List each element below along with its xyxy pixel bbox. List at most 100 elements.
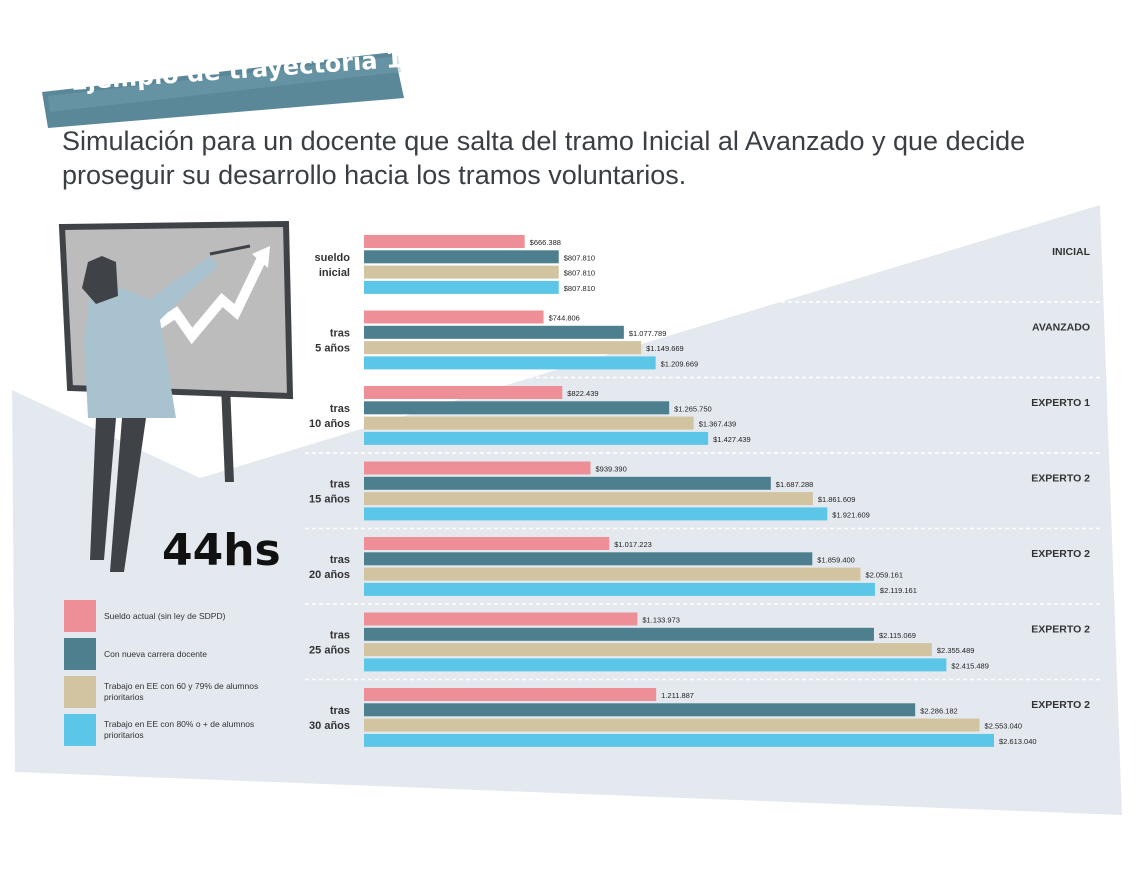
data-label: $2.059.161 [865,571,903,580]
bar [364,416,694,430]
data-label: $2.613.040 [999,737,1037,746]
tramo-label: EXPERTO 2 [1031,473,1090,485]
data-label: $666.388 [530,238,561,247]
bar [364,386,563,399]
bar [364,250,559,264]
data-label: $2.553.040 [985,722,1023,731]
bar [364,688,657,701]
legend-label: Sueldo actual (sin ley de SDPD) [104,610,226,621]
whiteboard-leg [221,385,234,482]
legend-swatch [64,600,96,632]
data-label: $2.119.161 [880,586,917,595]
bar [364,612,638,626]
bar [364,733,994,747]
bar [364,703,916,717]
teacher-hair [82,256,118,304]
bar [364,658,947,672]
bar [364,280,559,294]
bar [364,507,828,521]
bar [364,431,709,445]
pointer [209,244,251,256]
bar [364,567,861,581]
data-label: $2.115.069 [879,631,916,640]
tramo-label: EXPERTO 2 [1031,548,1090,560]
tramo-label: EXPERTO 1 [1031,397,1090,409]
teacher-leg-right [110,418,146,572]
title-banner [42,52,404,128]
bar [364,265,559,279]
data-label: $1.859.400 [817,555,855,564]
category-label: 15 años [309,494,350,506]
category-label: tras [330,479,350,491]
legend-item: Trabajo en EE con 80% o + de alumnos pri… [64,712,274,749]
data-label: $1.687.288 [776,480,814,489]
category-label: tras [330,328,350,340]
legend-label: Trabajo en EE con 80% o + de alumnos pri… [104,719,255,740]
bar [364,325,624,339]
legend-label: Trabajo en EE con 60 y 79% de alumnos pr… [104,681,259,702]
data-label: $1.209.669 [661,359,699,368]
data-label: $822.439 [567,389,598,398]
data-label: $807.810 [564,269,595,278]
legend-swatch [64,714,96,746]
bar [364,401,670,415]
bar [364,582,875,596]
legend-item: Con nueva carrera docente [64,636,274,673]
data-label: $939.390 [595,465,626,474]
bar [364,492,813,506]
data-label: $2.355.489 [937,646,975,655]
data-label: $807.810 [564,253,595,262]
teacher-arm [150,256,218,316]
data-label: $1.149.669 [646,344,684,353]
bar [364,310,544,324]
category-label: tras [330,705,350,717]
bar [364,461,591,475]
legend-item: Sueldo actual (sin ley de SDPD) [64,598,274,635]
tramo-label: INICIAL [1052,246,1091,258]
data-label: $1.367.439 [699,420,737,429]
data-label: $1.921.609 [832,510,870,519]
tramo-label: EXPERTO 2 [1031,699,1090,711]
page-subtitle: Simulación para un docente que salta del… [62,126,1026,190]
data-label: $2.286.182 [920,706,958,715]
bar [364,341,642,355]
category-label: inicial [319,267,350,279]
legend: Sueldo actual (sin ley de SDPD) Con nuev… [64,598,274,750]
legend-swatch [64,676,96,708]
category-label: 10 años [309,418,350,430]
legend-label: Con nueva carrera docente [104,648,208,659]
bar [364,643,932,657]
hours-label: 44hs [162,525,281,576]
data-label: $1.861.609 [818,495,856,504]
bar [364,476,771,490]
tramo-label: EXPERTO 2 [1031,624,1090,636]
bar [364,356,656,370]
legend-item: Trabajo en EE con 60 y 79% de alumnos pr… [64,674,274,711]
category-label: sueldo [315,252,351,264]
data-label: 1.211.887 [661,691,694,700]
teacher-leg-left [90,418,116,560]
data-label: $807.810 [564,284,595,293]
category-label: 25 años [309,645,350,657]
category-label: tras [330,403,350,415]
data-label: $744.806 [549,314,580,323]
data-label: $1.077.789 [629,329,667,338]
data-label: $1.133.973 [642,616,680,625]
category-label: 20 años [309,569,350,581]
category-label: tras [330,630,350,642]
data-label: $1.017.223 [614,540,652,549]
data-label: $1.427.439 [713,435,751,444]
category-label: 5 años [315,343,350,355]
category-label: 30 años [309,720,350,732]
legend-swatch [64,638,96,670]
tramo-label: AVANZADO [1032,322,1090,334]
bar [364,552,813,566]
trend-arrow-icon [147,255,267,345]
data-label: $2.415.489 [951,661,989,670]
trend-arrowhead [252,246,270,268]
bar [364,537,610,550]
category-label: tras [330,554,350,566]
bar [364,627,874,641]
bar [364,235,525,248]
